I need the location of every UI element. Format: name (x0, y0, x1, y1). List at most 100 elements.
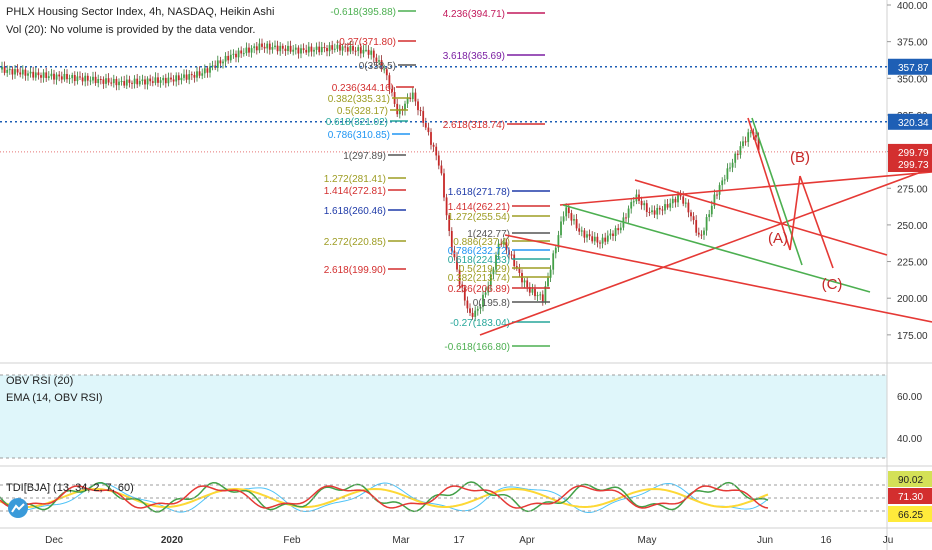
candle-body (274, 45, 276, 48)
candle-body (289, 45, 292, 52)
fib-label: 2.618(318.74) (443, 120, 505, 131)
candle-body (222, 61, 224, 64)
candle-body (120, 81, 123, 83)
candle-body (700, 234, 703, 236)
trend-lines[interactable]: (A) (B) (C) (479, 117, 932, 336)
ema-legend[interactable]: EMA (14, OBV RSI) (6, 392, 103, 404)
candle-body (32, 71, 35, 78)
candle-body (489, 274, 492, 287)
candle-body (341, 46, 344, 51)
candle-body (253, 46, 256, 49)
candle-body (560, 221, 562, 236)
candle-body (588, 234, 591, 237)
candle-body (419, 110, 422, 112)
price-axis[interactable]: 400.00375.00350.00325.00300.00275.00250.… (887, 1, 932, 522)
candle-body (206, 68, 209, 73)
candle-body (721, 180, 724, 186)
candle-body (536, 295, 539, 297)
tdi-badge (888, 506, 932, 522)
candle-body (500, 243, 503, 245)
fib-label: -0.27(183.04) (450, 318, 510, 329)
candle-body (292, 49, 295, 52)
wave-label: (A) (768, 230, 788, 247)
candle-body (422, 111, 425, 123)
candle-body (554, 247, 557, 254)
candle-body (479, 307, 482, 309)
candle-body (112, 78, 115, 84)
candle-body (333, 48, 336, 50)
price-badge (888, 155, 932, 172)
candle-body (747, 132, 750, 143)
tdi-legend[interactable]: TDI[BJA] (13, 34, 2, 7, 60) (6, 482, 134, 494)
wave-label: (C) (822, 276, 843, 293)
candle-body (331, 45, 334, 50)
time-axis[interactable]: Dec 2020 Feb Mar 17 Apr May Jun 16 Ju (45, 535, 893, 546)
symbol-legend[interactable]: PHLX Housing Sector Index, 4h, NASDAQ, H… (6, 6, 275, 18)
tdi-red-line (0, 485, 769, 509)
fib-label: 3.618(365.69) (443, 51, 505, 62)
candle-body (523, 280, 526, 283)
candle-body (352, 46, 354, 51)
candle-body (411, 92, 414, 100)
candle-body (380, 60, 383, 70)
candle-body (162, 77, 165, 81)
candle-body (1, 66, 3, 70)
trend-line (479, 167, 932, 336)
candle-body (461, 284, 464, 288)
price-badge-label: 299.79 (898, 148, 929, 159)
candle-body (346, 47, 349, 52)
candle-body (255, 46, 258, 51)
candle-body (414, 92, 417, 102)
candle-body (211, 65, 214, 67)
candle-body (250, 48, 253, 53)
candle-body (692, 216, 695, 221)
candle-body (708, 214, 711, 218)
candle-body (245, 47, 248, 54)
candle-body (146, 78, 149, 85)
candle-body (718, 185, 721, 195)
candle-body (409, 97, 412, 100)
candle-body (661, 209, 664, 211)
candle-body (713, 194, 716, 206)
fib-label: 0.786(232.72) (448, 246, 510, 257)
candle-body (92, 76, 94, 81)
candle-body (16, 69, 19, 73)
candle-body (138, 81, 141, 85)
candle-body (190, 74, 193, 76)
candle-body (617, 228, 620, 231)
fib-label: 2.272(220.85) (324, 237, 386, 248)
candle-body (427, 127, 430, 133)
candle-body (102, 79, 105, 84)
candle-body (237, 50, 240, 58)
trend-line (789, 175, 801, 251)
candle-body (344, 46, 347, 48)
candle-body (744, 141, 747, 143)
candle-body (731, 162, 734, 168)
fib-label: 0.5(328.17) (337, 106, 388, 117)
candle-body (456, 257, 458, 270)
candle-body (424, 122, 427, 128)
candle-body (669, 203, 672, 208)
candle-body (198, 71, 201, 76)
price-tick-label: 375.00 (897, 38, 928, 49)
obv-rsi-legend[interactable]: OBV RSI (20) (6, 375, 74, 387)
candle-body (453, 250, 456, 258)
candle-body (497, 243, 500, 256)
candle-body (154, 77, 157, 83)
candle-body (383, 69, 386, 71)
time-label: 17 (453, 535, 465, 546)
candle-body (703, 230, 705, 235)
candle-body (326, 47, 328, 52)
candle-body (167, 77, 170, 84)
candle-body (640, 200, 643, 206)
candle-body (320, 47, 323, 53)
tradingview-logo-icon[interactable] (8, 498, 28, 518)
fib-label: 1(297.89) (343, 151, 386, 162)
candle-body (151, 81, 154, 83)
candle-body (29, 71, 32, 74)
candle-body (354, 50, 357, 52)
tdi-badge (888, 471, 932, 487)
candle-body (235, 53, 237, 58)
tdi-mid-line (0, 487, 769, 509)
